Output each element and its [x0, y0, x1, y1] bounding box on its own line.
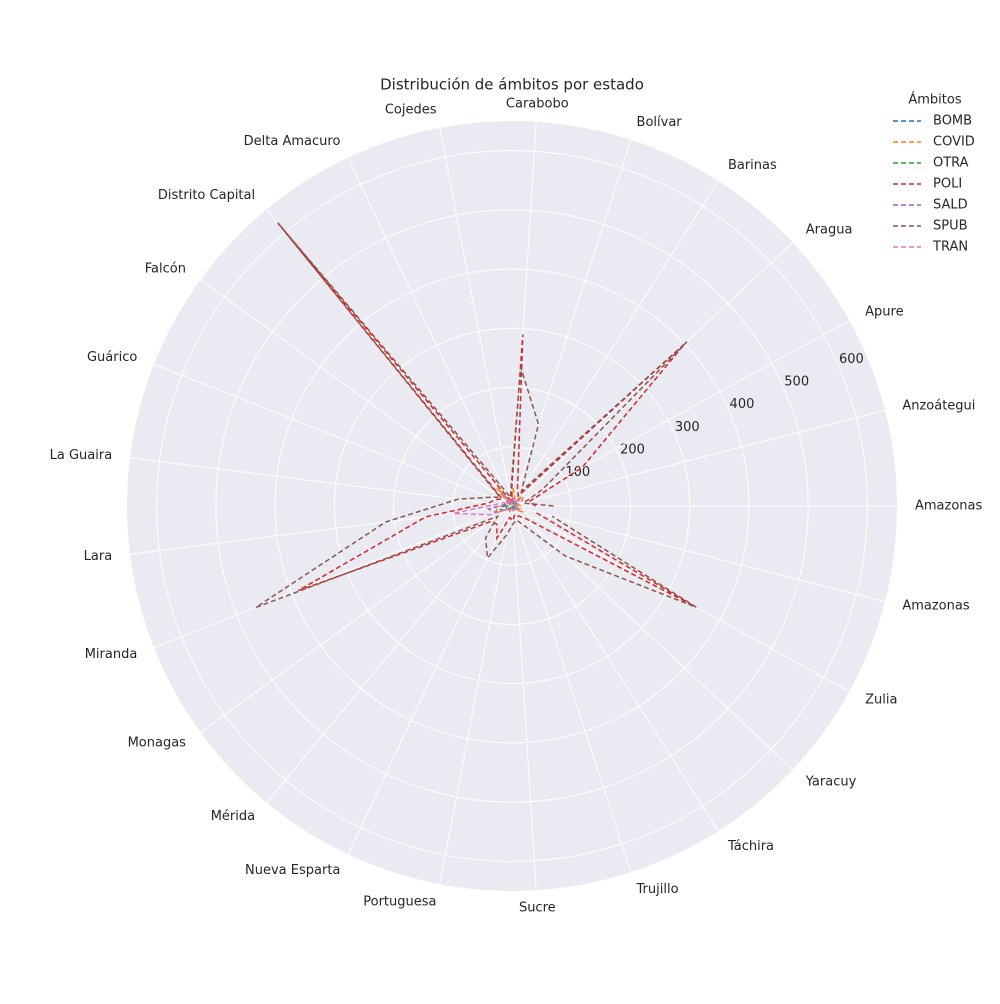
spoke [200, 505, 513, 733]
category-label: Sucre [519, 901, 556, 916]
spoke [511, 180, 719, 507]
category-label: Distrito Capital [158, 188, 255, 203]
legend-label: POLI [933, 177, 962, 192]
spoke [511, 121, 537, 507]
spoke [153, 363, 513, 507]
category-label: Yaracuy [805, 774, 857, 789]
category-label: Mérida [211, 809, 255, 824]
spoke [347, 157, 513, 507]
category-label: Lara [84, 549, 113, 564]
spoke [511, 505, 793, 770]
category-label: Zulia [865, 693, 897, 708]
r-tick-label: 400 [730, 397, 755, 412]
spoke [511, 505, 886, 603]
legend-title: Ámbitos [908, 92, 961, 108]
category-label: Táchira [727, 839, 774, 854]
category-label: Apure [865, 304, 903, 319]
spoke [347, 505, 513, 855]
legend-label: OTRA [933, 156, 969, 171]
series-line [453, 494, 522, 516]
category-label: Anzoátegui [902, 398, 975, 413]
category-label: Guárico [87, 350, 137, 365]
series-line [499, 491, 523, 513]
category-label: Amazonas [902, 599, 970, 614]
spoke [511, 320, 850, 507]
spoke [266, 505, 513, 803]
series-line [255, 222, 697, 609]
spoke [511, 505, 719, 832]
category-label: Trujillo [636, 882, 679, 897]
category-label: Falcón [145, 262, 186, 277]
spoke [439, 127, 513, 507]
legend-label: SPUB [933, 219, 968, 234]
spoke [511, 139, 632, 507]
category-label: Amazonas [915, 499, 983, 514]
category-label: Delta Amacuro [244, 134, 341, 149]
category-label: Miranda [85, 647, 138, 662]
series-line [277, 222, 695, 607]
r-tick-label: 200 [620, 443, 645, 458]
legend-label: SALD [933, 198, 968, 213]
series-line [486, 496, 521, 514]
category-label: La Guaira [50, 448, 113, 463]
category-label: Monagas [128, 735, 187, 750]
spoke [200, 279, 513, 507]
legend-label: BOMB [933, 114, 972, 129]
category-label: Cojedes [385, 103, 437, 118]
legend-label: COVID [933, 135, 975, 150]
category-label: Bolívar [637, 115, 683, 130]
r-tick-label: 100 [565, 465, 590, 480]
category-label: Portuguesa [363, 894, 436, 909]
spoke [511, 409, 886, 507]
spoke [153, 505, 513, 649]
category-label: Barinas [728, 158, 777, 173]
category-label: Nueva Esparta [245, 863, 340, 878]
r-tick-label: 500 [784, 375, 809, 390]
category-label: Aragua [806, 223, 853, 238]
spoke [129, 457, 513, 507]
r-tick-label: 600 [839, 352, 864, 367]
legend-label: TRAN [932, 240, 968, 255]
spoke [129, 505, 513, 555]
spoke [511, 505, 632, 873]
r-tick-label: 300 [675, 420, 700, 435]
spoke [439, 505, 513, 885]
category-label: Carabobo [506, 96, 569, 111]
spoke [511, 505, 537, 891]
chart-title: Distribución de ámbitos por estado [380, 76, 644, 94]
spoke [511, 505, 850, 692]
series-line [505, 498, 519, 510]
